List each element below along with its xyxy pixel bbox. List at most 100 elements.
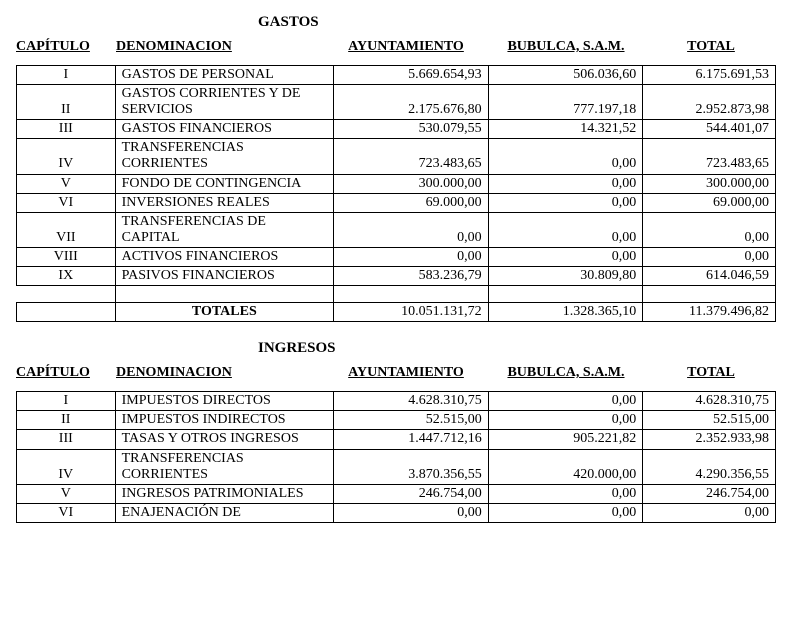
header-bubulca: BUBULCA, S.A.M. [486, 365, 646, 381]
cell-total: 544.401,07 [643, 120, 776, 139]
header-total: TOTAL [646, 39, 776, 55]
cell-capitulo: I [17, 66, 116, 85]
cell-ayuntamiento: 583.236,79 [334, 267, 489, 286]
cell-denominacion: INGRESOS PATRIMONIALES [115, 484, 334, 503]
cell-denominacion: GASTOS DE PERSONAL [115, 66, 333, 85]
cell-total: 0,00 [643, 503, 776, 522]
table-row: IIITASAS Y OTROS INGRESOS1.447.712,16905… [17, 430, 776, 449]
cell-bubulca: 0,00 [488, 247, 643, 266]
cell-ayuntamiento: 0,00 [334, 212, 489, 247]
header-denominacion: DENOMINACION [116, 365, 326, 381]
cell-denominacion: PASIVOS FINANCIEROS [115, 267, 333, 286]
cell-denominacion: TRANSFERENCIAS CORRIENTES [115, 139, 333, 174]
cell-bubulca: 30.809,80 [488, 267, 643, 286]
cell-bubulca: 0,00 [488, 174, 643, 193]
ingresos-headers: CAPÍTULO DENOMINACION AYUNTAMIENTO BUBUL… [8, 365, 792, 381]
cell-total: 723.483,65 [643, 139, 776, 174]
header-total: TOTAL [646, 365, 776, 381]
cell-ayuntamiento: 52.515,00 [334, 411, 489, 430]
header-capitulo: CAPÍTULO [8, 39, 116, 55]
cell-capitulo: III [17, 430, 116, 449]
cell-ayuntamiento: 3.870.356,55 [334, 449, 489, 484]
cell-bubulca: 905.221,82 [488, 430, 643, 449]
table-row: VIITRANSFERENCIAS DE CAPITAL0,000,000,00 [17, 212, 776, 247]
cell-denominacion: INVERSIONES REALES [115, 193, 333, 212]
cell-total: 4.290.356,55 [643, 449, 776, 484]
cell-capitulo [17, 303, 116, 322]
table-row: VINGRESOS PATRIMONIALES246.754,000,00246… [17, 484, 776, 503]
cell-capitulo: VIII [17, 247, 116, 266]
cell-denominacion: TRANSFERENCIAS DE CAPITAL [115, 212, 333, 247]
cell-totales-label: TOTALES [115, 303, 333, 322]
cell-bubulca: 0,00 [488, 411, 643, 430]
cell-capitulo: IV [17, 449, 116, 484]
table-row: VFONDO DE CONTINGENCIA300.000,000,00300.… [17, 174, 776, 193]
cell-total: 614.046,59 [643, 267, 776, 286]
table-row: IXPASIVOS FINANCIEROS583.236,7930.809,80… [17, 267, 776, 286]
table-row: IGASTOS DE PERSONAL5.669.654,93506.036,6… [17, 66, 776, 85]
cell-capitulo: VI [17, 193, 116, 212]
cell-total: 246.754,00 [643, 484, 776, 503]
cell-ayuntamiento: 300.000,00 [334, 174, 489, 193]
cell-capitulo: IV [17, 139, 116, 174]
cell-total: 69.000,00 [643, 193, 776, 212]
cell-total: 6.175.691,53 [643, 66, 776, 85]
cell-total: 0,00 [643, 212, 776, 247]
cell-total: 2.352.933,98 [643, 430, 776, 449]
cell-ayuntamiento: 246.754,00 [334, 484, 489, 503]
ingresos-title: INGRESOS [8, 340, 792, 357]
gastos-table: IGASTOS DE PERSONAL5.669.654,93506.036,6… [16, 65, 776, 322]
cell-denominacion: ACTIVOS FINANCIEROS [115, 247, 333, 266]
cell-ayuntamiento: 1.447.712,16 [334, 430, 489, 449]
cell-ayuntamiento: 0,00 [334, 503, 489, 522]
spacer-row [17, 286, 776, 303]
cell-bubulca: 0,00 [488, 139, 643, 174]
ingresos-table: IIMPUESTOS DIRECTOS4.628.310,750,004.628… [16, 391, 776, 523]
cell-total: 0,00 [643, 247, 776, 266]
cell-total: 300.000,00 [643, 174, 776, 193]
table-row: IVTRANSFERENCIAS CORRIENTES3.870.356,554… [17, 449, 776, 484]
cell-ayuntamiento: 0,00 [334, 247, 489, 266]
cell-bubulca: 1.328.365,10 [488, 303, 643, 322]
cell-bubulca: 777.197,18 [488, 85, 643, 120]
cell-capitulo: II [17, 411, 116, 430]
gastos-title: GASTOS [8, 14, 792, 31]
header-bubulca: BUBULCA, S.A.M. [486, 39, 646, 55]
table-row: IIMPUESTOS DIRECTOS4.628.310,750,004.628… [17, 392, 776, 411]
cell-capitulo: IX [17, 267, 116, 286]
cell-ayuntamiento: 2.175.676,80 [334, 85, 489, 120]
cell-bubulca: 14.321,52 [488, 120, 643, 139]
cell-ayuntamiento: 69.000,00 [334, 193, 489, 212]
table-row: IIIMPUESTOS INDIRECTOS52.515,000,0052.51… [17, 411, 776, 430]
cell-bubulca: 0,00 [488, 392, 643, 411]
table-row: VIINVERSIONES REALES69.000,000,0069.000,… [17, 193, 776, 212]
table-row: IVTRANSFERENCIAS CORRIENTES723.483,650,0… [17, 139, 776, 174]
header-ayuntamiento: AYUNTAMIENTO [326, 39, 486, 55]
cell-capitulo: V [17, 484, 116, 503]
table-row: IIGASTOS CORRIENTES Y DE SERVICIOS2.175.… [17, 85, 776, 120]
cell-bubulca: 506.036,60 [488, 66, 643, 85]
cell-denominacion: IMPUESTOS INDIRECTOS [115, 411, 334, 430]
cell-total: 52.515,00 [643, 411, 776, 430]
cell-denominacion: GASTOS FINANCIEROS [115, 120, 333, 139]
totals-row: TOTALES10.051.131,721.328.365,1011.379.4… [17, 303, 776, 322]
table-row: VIIIACTIVOS FINANCIEROS0,000,000,00 [17, 247, 776, 266]
cell-bubulca: 0,00 [488, 503, 643, 522]
cell-bubulca: 0,00 [488, 212, 643, 247]
cell-capitulo: VI [17, 503, 116, 522]
cell-total: 4.628.310,75 [643, 392, 776, 411]
header-capitulo: CAPÍTULO [8, 365, 116, 381]
cell-ayuntamiento: 10.051.131,72 [334, 303, 489, 322]
cell-ayuntamiento: 723.483,65 [334, 139, 489, 174]
cell-ayuntamiento: 530.079,55 [334, 120, 489, 139]
cell-bubulca: 0,00 [488, 193, 643, 212]
gastos-headers: CAPÍTULO DENOMINACION AYUNTAMIENTO BUBUL… [8, 39, 792, 55]
cell-denominacion: IMPUESTOS DIRECTOS [115, 392, 334, 411]
cell-ayuntamiento: 5.669.654,93 [334, 66, 489, 85]
cell-bubulca: 0,00 [488, 484, 643, 503]
cell-ayuntamiento: 4.628.310,75 [334, 392, 489, 411]
cell-capitulo: VII [17, 212, 116, 247]
header-denominacion: DENOMINACION [116, 39, 326, 55]
cell-capitulo: III [17, 120, 116, 139]
table-row: IIIGASTOS FINANCIEROS530.079,5514.321,52… [17, 120, 776, 139]
